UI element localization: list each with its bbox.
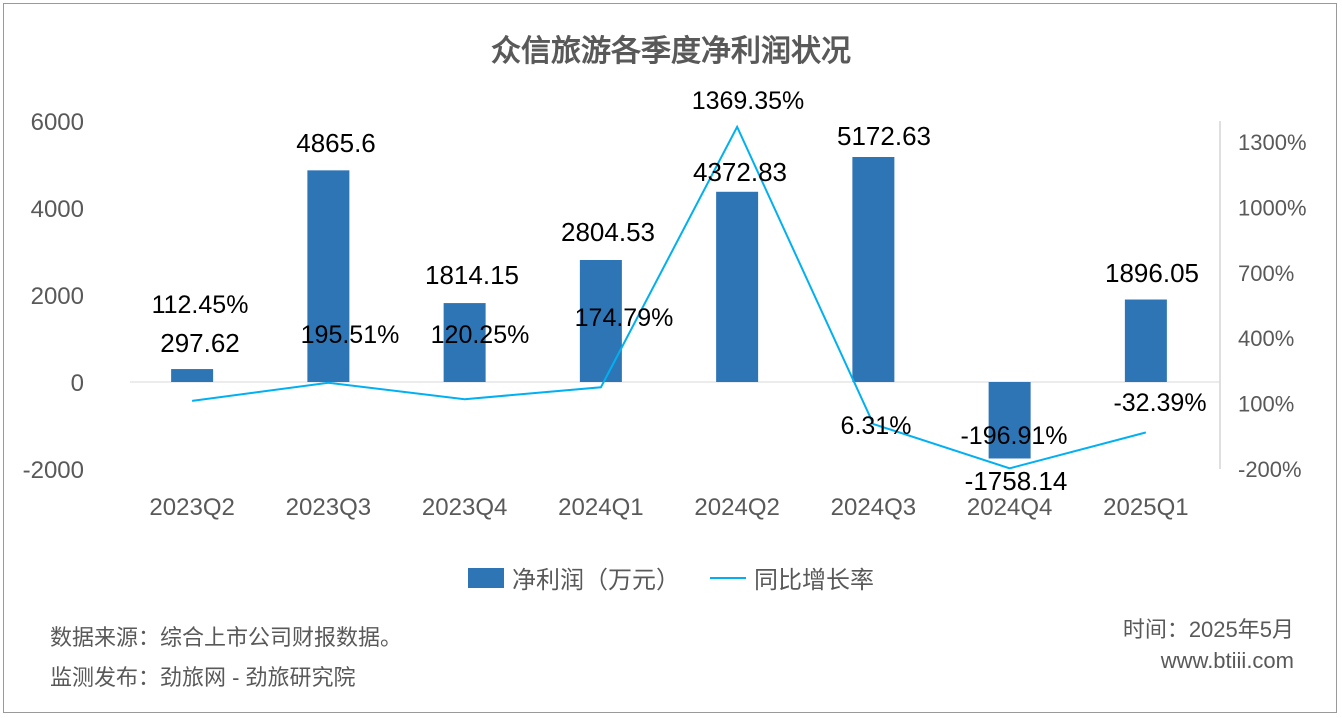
footer-publisher: 监测发布：劲旅网 - 劲旅研究院 (50, 665, 356, 690)
y-left-tick-label: 6000 (31, 109, 84, 136)
y-right-tick-label: 700% (1238, 261, 1294, 286)
x-tick-label: 2023Q2 (149, 494, 234, 521)
x-tick-label: 2024Q4 (967, 494, 1052, 521)
bar-data-label: 2804.53 (561, 217, 655, 247)
chart-title: 众信旅游各季度净利润状况 (491, 35, 851, 68)
bar-2023Q2 (171, 369, 214, 382)
bar-2024Q3 (852, 156, 895, 382)
y-left-tick-label: 2000 (31, 283, 84, 310)
footer-time: 时间：2025年5月 (1122, 617, 1294, 642)
bar-data-label: 1896.05 (1105, 258, 1199, 288)
line-data-label: 120.25% (431, 321, 530, 349)
legend-item-yoy: 同比增长率 (710, 560, 874, 595)
bar-data-label: 5172.63 (837, 121, 931, 151)
y-right-tick-label: 1000% (1238, 195, 1307, 220)
footer-website: www.btiii.com (1160, 648, 1294, 673)
y-right-tick-label: 1300% (1238, 130, 1307, 155)
y-right-tick-label: -200% (1238, 457, 1302, 482)
y-right-tick-label: 400% (1238, 326, 1294, 351)
bar-2023Q3 (307, 170, 350, 382)
y-left-tick-label: 4000 (31, 196, 84, 223)
y-right-tick-label: 100% (1238, 392, 1294, 417)
line-data-label: -32.39% (1113, 389, 1206, 417)
x-tick-label: 2025Q1 (1103, 494, 1188, 521)
bar-2025Q1 (1124, 299, 1167, 382)
bar-2023Q4 (443, 303, 486, 382)
bar-data-label: 297.62 (160, 328, 240, 358)
line-data-label: 1369.35% (692, 87, 805, 115)
line-data-label: 174.79% (575, 304, 674, 332)
legend-label-net-profit: 净利润（万元） (512, 567, 680, 594)
legend: 净利润（万元） 同比增长率 (0, 560, 1342, 595)
x-tick-label: 2023Q3 (286, 494, 371, 521)
bar-data-label: 1814.15 (425, 260, 519, 290)
line-data-label: 195.51% (301, 321, 400, 349)
line-data-label: 112.45% (152, 291, 249, 319)
legend-item-net-profit: 净利润（万元） (468, 560, 680, 595)
bar-data-label: -1758.14 (965, 466, 1068, 496)
yoy-line (191, 124, 1147, 470)
footer-source: 数据来源：综合上市公司财报数据。 (50, 625, 403, 650)
bar-data-label: 4865.6 (296, 128, 376, 158)
legend-swatch-bar (468, 567, 504, 588)
x-tick-label: 2024Q1 (558, 494, 643, 521)
line-data-label: 6.31% (841, 412, 912, 440)
legend-swatch-line (710, 576, 746, 579)
x-tick-label: 2024Q2 (694, 494, 779, 521)
legend-label-yoy: 同比增长率 (754, 567, 874, 594)
bar-2024Q2 (716, 191, 759, 382)
line-data-label: -196.91% (960, 422, 1067, 450)
chart-frame (3, 3, 1337, 713)
y-left-tick-label: -2000 (23, 457, 84, 484)
x-tick-label: 2023Q4 (422, 494, 507, 521)
x-tick-label: 2024Q3 (831, 494, 916, 521)
bar-2024Q4 (988, 382, 1031, 459)
bar-data-label: 4372.83 (693, 157, 787, 187)
y-left-tick-label: 0 (71, 370, 84, 397)
